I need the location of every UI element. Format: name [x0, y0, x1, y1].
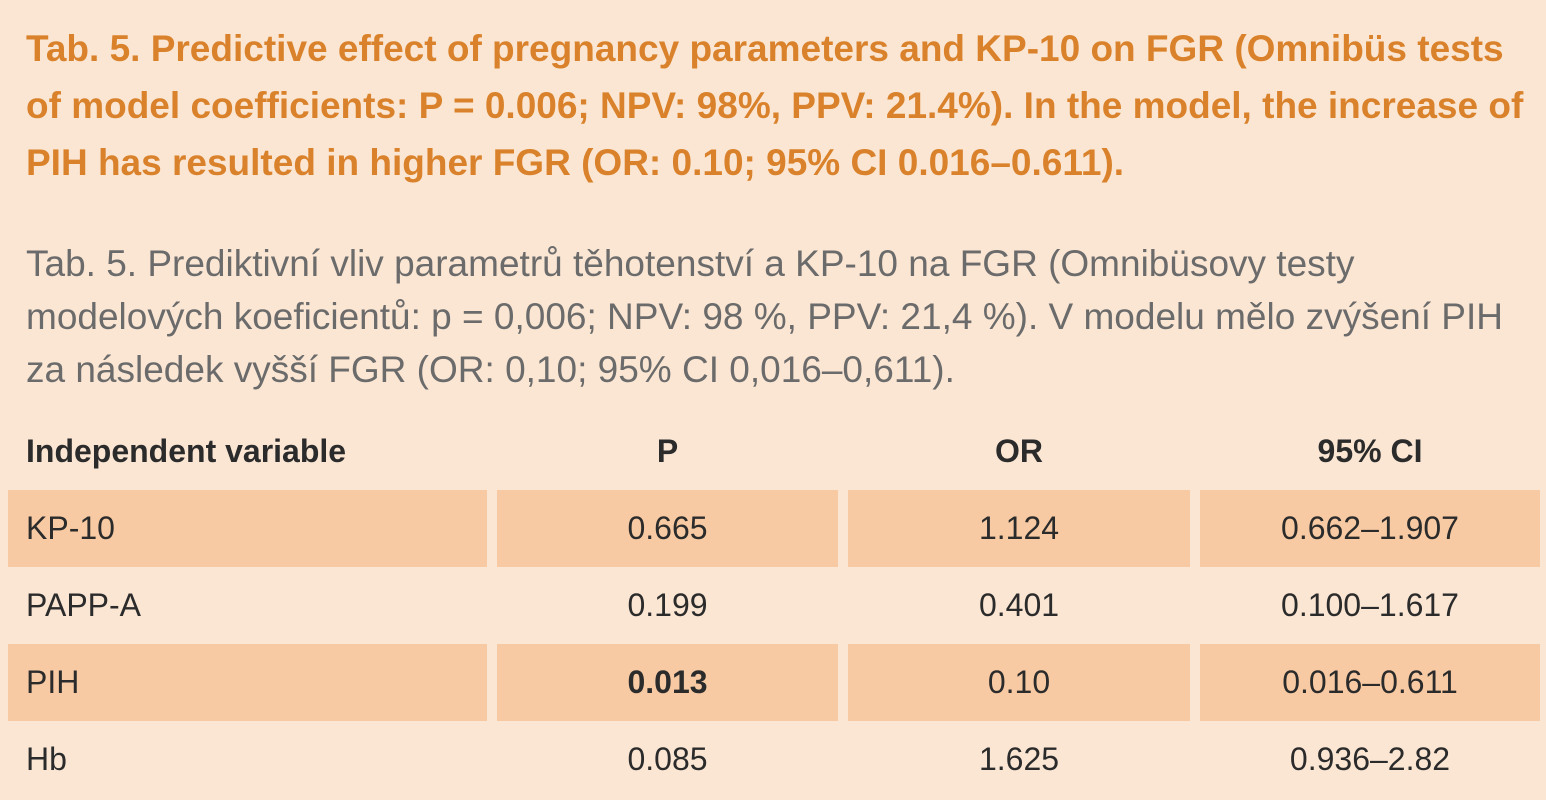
cell-variable: Hb — [26, 741, 67, 777]
table-header-row: Independent variable P OR 95% CI — [8, 413, 1540, 490]
table-row: Hb 0.085 1.625 0.936–2.82 — [8, 721, 1540, 798]
caption-english: Tab. 5. Predictive effect of pregnancy p… — [26, 28, 1524, 183]
cell-ci: 0.016–0.611 — [1200, 644, 1540, 721]
cell-p: 0.199 — [627, 587, 708, 623]
cell-or: 1.124 — [848, 490, 1190, 567]
header-independent-variable: Independent variable — [26, 433, 347, 469]
cell-p: 0.085 — [627, 741, 708, 777]
cell-variable: PIH — [8, 644, 487, 721]
cell-variable: PAPP-A — [26, 587, 141, 623]
cell-ci: 0.936–2.82 — [1289, 741, 1451, 777]
results-table: Independent variable P OR 95% CI KP-10 0… — [8, 413, 1540, 798]
cell-variable: KP-10 — [8, 490, 487, 567]
header-or: OR — [995, 433, 1043, 469]
header-ci: 95% CI — [1317, 433, 1423, 469]
cell-or: 1.625 — [978, 741, 1060, 777]
cell-or: 0.10 — [848, 644, 1190, 721]
header-p: P — [656, 433, 679, 469]
table-row: PAPP-A 0.199 0.401 0.100–1.617 — [8, 567, 1540, 644]
caption-czech: Tab. 5. Prediktivní vliv parametrů těhot… — [26, 243, 1503, 390]
cell-p: 0.013 — [497, 644, 838, 721]
cell-ci: 0.662–1.907 — [1200, 490, 1540, 567]
table-row: PIH 0.013 0.10 0.016–0.611 — [8, 644, 1540, 721]
cell-ci: 0.100–1.617 — [1281, 587, 1459, 623]
table-row: KP-10 0.665 1.124 0.662–1.907 — [8, 490, 1540, 567]
cell-or: 0.401 — [978, 587, 1060, 623]
cell-p: 0.665 — [497, 490, 838, 567]
